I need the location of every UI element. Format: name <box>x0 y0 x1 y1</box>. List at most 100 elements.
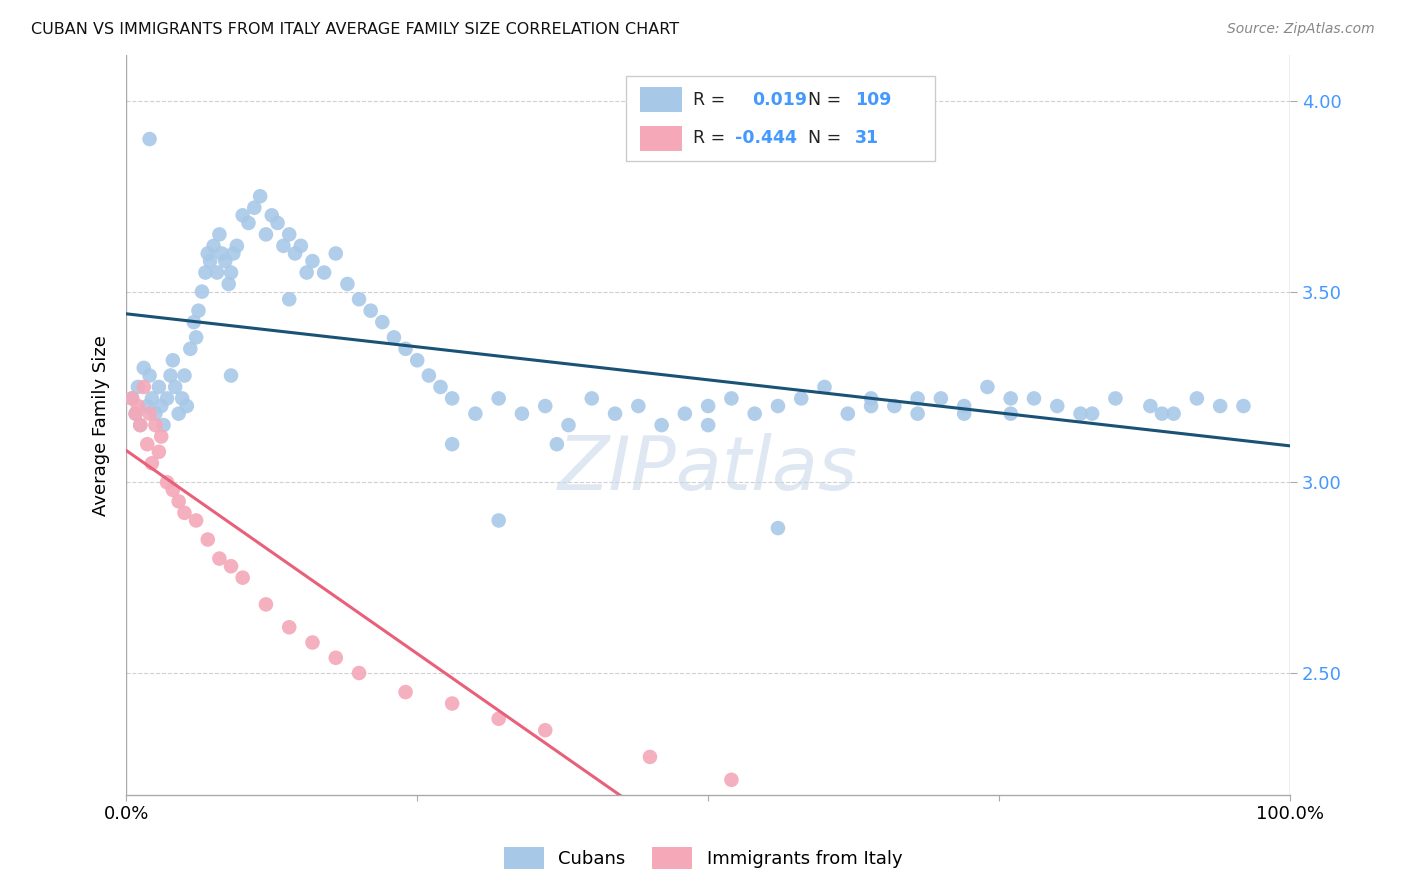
Point <box>145 407 167 421</box>
Point <box>837 407 859 421</box>
Point <box>301 254 323 268</box>
Point <box>124 407 146 421</box>
Point <box>249 189 271 203</box>
Point <box>534 723 557 738</box>
Point <box>159 368 181 383</box>
Point <box>382 330 405 344</box>
Point <box>429 380 451 394</box>
Point <box>1185 392 1208 406</box>
Text: N =: N = <box>808 129 842 147</box>
Text: 31: 31 <box>855 129 879 147</box>
Point <box>132 360 155 375</box>
Point <box>1022 392 1045 406</box>
Text: R =: R = <box>693 129 725 147</box>
Point <box>162 483 184 497</box>
Point <box>314 266 336 280</box>
Point <box>208 551 231 566</box>
Y-axis label: Average Family Size: Average Family Size <box>93 334 110 516</box>
Point <box>222 246 245 260</box>
Point <box>238 216 260 230</box>
Point <box>638 750 661 764</box>
Point <box>1081 407 1104 421</box>
Point <box>1104 392 1126 406</box>
Point <box>219 266 242 280</box>
Point <box>418 368 440 383</box>
Point <box>464 407 486 421</box>
Point <box>406 353 429 368</box>
Point <box>766 521 789 535</box>
Point <box>1046 399 1069 413</box>
Point <box>325 246 347 260</box>
Point <box>156 475 179 490</box>
Point <box>1139 399 1161 413</box>
Point <box>581 392 603 406</box>
Point <box>697 418 720 433</box>
Point <box>488 392 510 406</box>
Point <box>1232 399 1254 413</box>
Point <box>284 246 307 260</box>
Point <box>813 380 835 394</box>
Point <box>907 392 929 406</box>
Point <box>214 254 236 268</box>
Point <box>132 380 155 394</box>
Point <box>441 697 464 711</box>
Text: CUBAN VS IMMIGRANTS FROM ITALY AVERAGE FAMILY SIZE CORRELATION CHART: CUBAN VS IMMIGRANTS FROM ITALY AVERAGE F… <box>31 22 679 37</box>
Text: -0.444: -0.444 <box>735 129 797 147</box>
Point <box>172 392 194 406</box>
Point <box>976 380 998 394</box>
Point <box>184 330 207 344</box>
Point <box>347 666 370 681</box>
Point <box>336 277 359 291</box>
Point <box>150 429 173 443</box>
Point <box>627 399 650 413</box>
Point <box>488 712 510 726</box>
Point <box>202 239 225 253</box>
Point <box>184 513 207 527</box>
Point <box>136 399 159 413</box>
Point <box>278 292 301 306</box>
Point <box>860 399 883 413</box>
Point <box>394 342 416 356</box>
Point <box>187 303 209 318</box>
Point <box>260 208 283 222</box>
Point <box>191 285 214 299</box>
Point <box>1000 407 1022 421</box>
Point <box>197 246 219 260</box>
Point <box>225 239 247 253</box>
Point <box>148 445 170 459</box>
Point <box>141 456 163 470</box>
Point <box>121 392 143 406</box>
Point <box>929 392 952 406</box>
Point <box>208 227 231 242</box>
Point <box>167 407 190 421</box>
Point <box>266 216 288 230</box>
Point <box>162 353 184 368</box>
Point <box>301 635 323 649</box>
Point <box>176 399 198 413</box>
Point <box>720 392 742 406</box>
Point <box>278 620 301 634</box>
Point <box>124 407 146 421</box>
Point <box>198 254 221 268</box>
Point <box>697 399 720 413</box>
Point <box>1209 399 1232 413</box>
Point <box>534 399 557 413</box>
Point <box>766 399 789 413</box>
Point <box>121 392 143 406</box>
Point <box>254 598 277 612</box>
Point <box>138 132 160 146</box>
Point <box>127 399 149 413</box>
Point <box>194 266 217 280</box>
Point <box>510 407 533 421</box>
Point <box>129 418 152 433</box>
Point <box>1000 392 1022 406</box>
Point <box>441 392 464 406</box>
Point <box>136 437 159 451</box>
Point <box>883 399 905 413</box>
Point <box>953 399 976 413</box>
Point <box>907 407 929 421</box>
Point <box>156 392 179 406</box>
Text: 0.019: 0.019 <box>752 91 807 109</box>
Point <box>790 392 813 406</box>
Point <box>651 418 673 433</box>
